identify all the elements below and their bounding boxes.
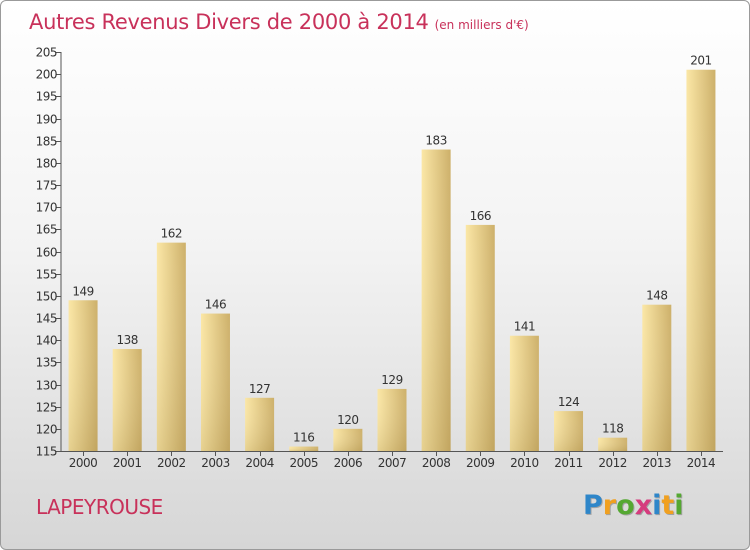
value-label: 127 (249, 382, 270, 396)
x-tick-label: 2001 (113, 456, 142, 470)
x-tick-label: 2002 (157, 456, 186, 470)
y-tick-label: 115 (36, 445, 57, 459)
value-label: 201 (690, 54, 711, 68)
proxiti-logo: Proxiti (583, 490, 684, 521)
bar-shade (465, 224, 495, 451)
y-tick-label: 150 (36, 290, 57, 304)
y-tick-label: 120 (36, 423, 57, 437)
y-tick-label: 180 (36, 157, 57, 171)
x-tick-label: 2006 (334, 456, 363, 470)
x-tick-label: 2013 (643, 456, 672, 470)
bar-shade (200, 313, 230, 451)
bar-shade (68, 300, 98, 451)
value-label: 183 (425, 134, 446, 148)
x-axis: 2000 2001 2002 2003 2004 2005 2006 2007 2008 2009… (61, 451, 723, 470)
y-tick-label: 165 (36, 223, 57, 237)
value-label: 129 (381, 373, 402, 387)
chart-title: Autres Revenus Divers de 2000 à 2014 (en … (29, 10, 529, 34)
x-tick-label: 2005 (289, 456, 318, 470)
y-tick-label: 145 (36, 312, 57, 326)
value-labels: 149 138 162 146 127 116 120 129 183 166 141 124 118 1… (72, 54, 712, 445)
value-label: 162 (161, 227, 182, 241)
y-tick-label: 170 (36, 201, 57, 215)
value-label: 141 (514, 320, 535, 334)
value-label: 120 (337, 413, 358, 427)
y-tick-label: 135 (36, 356, 57, 370)
y-tick-label: 190 (36, 113, 57, 127)
bar-shade (289, 446, 319, 451)
value-label: 148 (646, 289, 667, 303)
location-label: LAPEYROUSE (36, 495, 163, 519)
y-tick-label: 160 (36, 246, 57, 260)
logo-letter: i (652, 490, 662, 521)
y-tick-label: 125 (36, 401, 57, 415)
y-tick-label: 200 (36, 68, 57, 82)
y-axis: 115 120 125 130 135 140 145 150 155 160 165 170 175 1… (36, 46, 62, 459)
bar-shade (156, 242, 186, 451)
bars (68, 69, 716, 452)
logo-letter: o (616, 490, 635, 521)
value-label: 118 (602, 422, 623, 436)
y-tick-label: 155 (36, 268, 57, 282)
value-label: 149 (72, 284, 93, 298)
logo-letter: t (661, 490, 675, 521)
logo-letter: r (602, 490, 617, 521)
y-tick-label: 205 (36, 46, 57, 60)
bar-shade (421, 149, 451, 452)
y-tick-label: 185 (36, 135, 57, 149)
x-tick-label: 2014 (687, 456, 716, 470)
chart-title-text: Autres Revenus Divers de 2000 à 2014 (29, 10, 429, 34)
x-tick-label: 2004 (245, 456, 274, 470)
bar-shade (377, 388, 407, 451)
y-tick-label: 140 (36, 334, 57, 348)
bar-shade (686, 69, 716, 451)
chart-subtitle: (en milliers d'€) (434, 18, 529, 32)
logo-letter: x (634, 490, 653, 521)
x-tick-label: 2003 (201, 456, 230, 470)
bar-shade (245, 397, 275, 451)
x-tick-label: 2010 (510, 456, 539, 470)
x-tick-label: 2000 (69, 456, 98, 470)
value-label: 138 (116, 333, 137, 347)
logo-letter: i (674, 490, 684, 521)
y-tick-label: 175 (36, 179, 57, 193)
bar-shade (112, 349, 142, 451)
value-label: 116 (293, 431, 314, 445)
x-tick-label: 2011 (554, 456, 583, 470)
y-tick-label: 195 (36, 90, 57, 104)
value-label: 146 (205, 298, 226, 312)
bar-shade (598, 437, 628, 451)
value-label: 166 (470, 209, 491, 223)
bar-shade (554, 411, 584, 451)
bar-shade (509, 335, 539, 451)
logo-letter: P (583, 490, 603, 521)
x-tick-label: 2012 (598, 456, 627, 470)
y-tick-label: 130 (36, 379, 57, 393)
x-tick-label: 2009 (466, 456, 495, 470)
x-tick-label: 2007 (378, 456, 407, 470)
value-label: 124 (558, 395, 579, 409)
bar-shade (642, 304, 672, 451)
x-tick-label: 2008 (422, 456, 451, 470)
bar-shade (333, 428, 363, 451)
